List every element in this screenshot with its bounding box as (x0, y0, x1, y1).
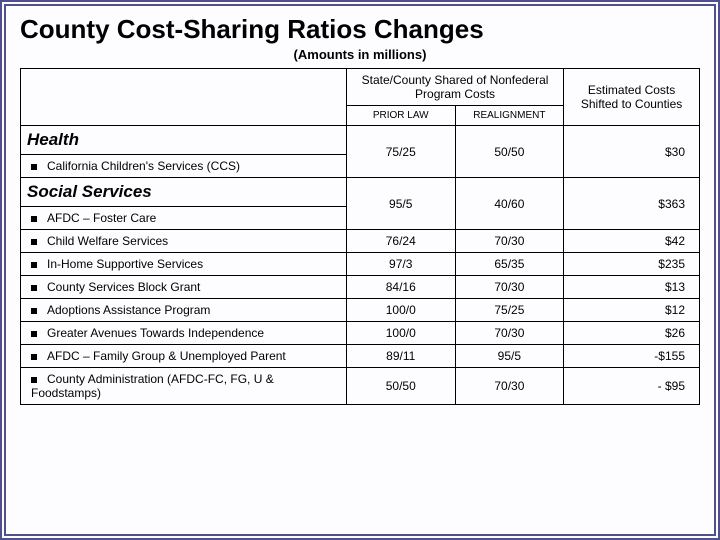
bullet-icon (31, 285, 37, 291)
realign-cell: 70/30 (455, 322, 564, 345)
bullet-icon (31, 354, 37, 360)
realign-cell: 75/25 (455, 299, 564, 322)
table-row: In-Home Supportive Services97/365/35$235 (21, 253, 700, 276)
amt-cell: $235 (564, 253, 700, 276)
prior-cell: 50/50 (346, 368, 455, 405)
table-row: AFDC – Family Group & Unemployed Parent8… (21, 345, 700, 368)
table-row: Child Welfare Services76/2470/30$42 (21, 230, 700, 253)
realign-cell: 70/30 (455, 230, 564, 253)
realign-cell: 70/30 (455, 276, 564, 299)
bullet-icon (31, 262, 37, 268)
amt-cell: $30 (564, 126, 700, 178)
amt-cell: $12 (564, 299, 700, 322)
blank-header (21, 69, 347, 126)
estimated-header: Estimated Costs Shifted to Counties (564, 69, 700, 126)
realign-cell: 95/5 (455, 345, 564, 368)
bullet-icon (31, 308, 37, 314)
slide-frame: County Cost-Sharing Ratios Changes (Amou… (0, 0, 720, 540)
section-row: Health75/2550/50$30 (21, 126, 700, 155)
prior-law-header: PRIOR LAW (346, 106, 455, 126)
prior-cell: 97/3 (346, 253, 455, 276)
section-label: Health (21, 126, 347, 155)
item-name: County Services Block Grant (21, 276, 347, 299)
realign-cell: 70/30 (455, 368, 564, 405)
amt-cell: $42 (564, 230, 700, 253)
table-row: Adoptions Assistance Program100/075/25$1… (21, 299, 700, 322)
prior-cell: 89/11 (346, 345, 455, 368)
section-label: Social Services (21, 178, 347, 207)
item-name: AFDC – Foster Care (21, 207, 347, 230)
prior-cell: 100/0 (346, 322, 455, 345)
bullet-icon (31, 216, 37, 222)
realign-cell: 65/35 (455, 253, 564, 276)
prior-cell: 75/25 (346, 126, 455, 178)
item-name: Child Welfare Services (21, 230, 347, 253)
bullet-icon (31, 331, 37, 337)
prior-cell: 95/5 (346, 178, 455, 230)
table-row: Greater Avenues Towards Independence100/… (21, 322, 700, 345)
amt-cell: $26 (564, 322, 700, 345)
page-title: County Cost-Sharing Ratios Changes (20, 14, 700, 45)
item-name: AFDC – Family Group & Unemployed Parent (21, 345, 347, 368)
amt-cell: $363 (564, 178, 700, 230)
table-row: County Administration (AFDC-FC, FG, U & … (21, 368, 700, 405)
item-name: California Children's Services (CCS) (21, 155, 347, 178)
shared-header: State/County Shared of Nonfederal Progra… (346, 69, 563, 106)
realignment-header: REALIGNMENT (455, 106, 564, 126)
amt-cell: - $95 (564, 368, 700, 405)
item-name: Adoptions Assistance Program (21, 299, 347, 322)
item-name: Greater Avenues Towards Independence (21, 322, 347, 345)
page-subtitle: (Amounts in millions) (20, 47, 700, 62)
realign-cell: 40/60 (455, 178, 564, 230)
section-row: Social Services95/540/60$363 (21, 178, 700, 207)
bullet-icon (31, 164, 37, 170)
item-name: In-Home Supportive Services (21, 253, 347, 276)
prior-cell: 100/0 (346, 299, 455, 322)
item-name: County Administration (AFDC-FC, FG, U & … (21, 368, 347, 405)
table-row: County Services Block Grant84/1670/30$13 (21, 276, 700, 299)
prior-cell: 84/16 (346, 276, 455, 299)
bullet-icon (31, 239, 37, 245)
prior-cell: 76/24 (346, 230, 455, 253)
ratios-table: State/County Shared of Nonfederal Progra… (20, 68, 700, 405)
amt-cell: -$155 (564, 345, 700, 368)
realign-cell: 50/50 (455, 126, 564, 178)
header-row-1: State/County Shared of Nonfederal Progra… (21, 69, 700, 106)
bullet-icon (31, 377, 37, 383)
amt-cell: $13 (564, 276, 700, 299)
